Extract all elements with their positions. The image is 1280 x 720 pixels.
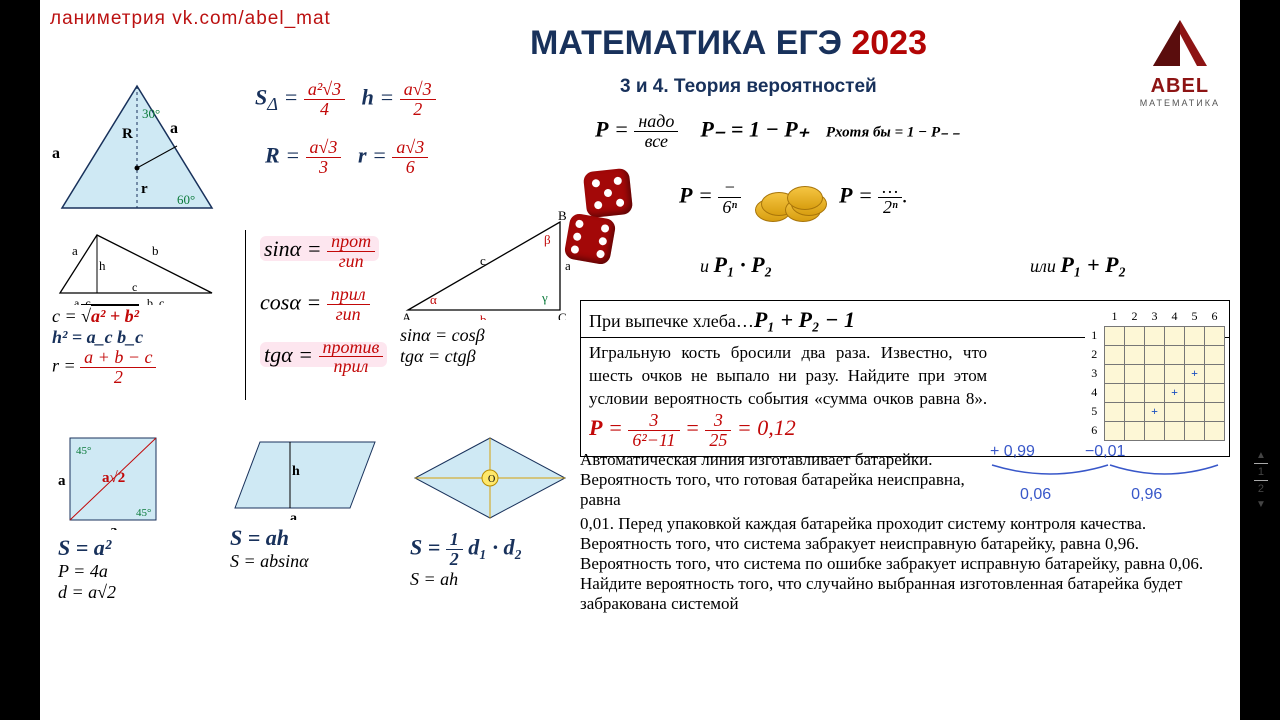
svg-text:a: a [72,243,78,258]
task1-text: Игральную кость бросили два раза. Извест… [589,342,987,450]
svg-text:b: b [480,312,487,320]
parallelogram-block: h a S = ah S = absinα [230,430,380,572]
svg-text:h: h [99,258,106,273]
sq-S: S = a² [58,535,168,561]
svg-text:A: A [402,310,412,320]
abc-triangle-icon: A C B α β γ b a c [400,210,570,320]
svg-text:a: a [290,511,297,520]
problem-2: Автоматическая линия изготавливает батар… [580,450,1230,614]
title-year: 2023 [851,24,927,62]
logo-tag: МАТЕМАТИКА [1140,98,1220,108]
task2a: Автоматическая линия изготавливает батар… [580,450,983,510]
svg-text:C: C [558,310,567,320]
p-or: или P₁ + P₂ [1030,252,1126,278]
para-S1: S = ah [230,525,380,551]
coins-icon [755,172,825,222]
eq-R-r: R = a√33 r = a√36 [265,138,428,177]
svg-text:a: a [565,258,570,273]
right-triangle-icon: a b h a_c b_c c [52,225,222,305]
parallelogram-icon: h a [230,430,380,520]
right-triangle-block: a b h a_c b_c c c = √a² + b² h² = a_c b_… [52,225,222,387]
coin-formula: P = …2ⁿ. [839,178,908,217]
r-inscribed: r = a + b − c2 [52,348,222,387]
task2b: 0,01. Перед упаковкой каждая батарейка п… [580,514,1230,614]
svg-text:γ: γ [541,290,548,305]
square-block: a a a√2 45° 45° S = a² P = 4a d = a√2 [58,430,168,603]
svg-text:a√2: a√2 [102,470,125,486]
black-bar-left [0,0,40,720]
p-and: и P₁ · P₂ [700,252,772,278]
equilateral-triangle-icon: a a a R r 30° 60° [52,78,222,218]
svg-text:c: c [480,253,486,268]
rhom-S1: S = 12 d₁ · d₂ [410,530,570,569]
rhombus-block: O S = 12 d₁ · d₂ S = ah [410,430,570,590]
h2-formula: h² = a_c b_c [52,327,222,348]
sq-d: d = a√2 [58,582,168,603]
title-text: МАТЕМАТИКА ЕГЭ [530,24,851,62]
svg-text:O: O [488,474,495,485]
dice-icon [585,170,665,224]
svg-text:45°: 45° [76,445,91,457]
svg-text:b: b [152,243,159,258]
rhombus-icon: O [410,430,570,525]
svg-text:a: a [135,213,143,218]
black-bar-right [1240,0,1280,720]
svg-text:α: α [430,292,437,307]
subtitle: 3 и 4. Теория вероятностей [620,76,877,98]
svg-text:b_c: b_c [147,296,164,305]
cos-def: cosα = прилгип [260,285,387,324]
svg-text:a: a [58,473,66,489]
square-icon: a a a√2 45° 45° [58,430,168,530]
triangle-abc: A C B α β γ b a c sinα = cosβ tgα = ctgβ [400,210,570,367]
rhom-S2: S = ah [410,569,570,590]
sq-P: P = 4a [58,561,168,582]
tg-ctg-rel: tgα = ctgβ [400,346,570,367]
probability-formulas: P = надовсе P₋ = 1 − P₊ Pхотя бы = 1 − P… [595,112,1228,151]
svg-text:45°: 45° [136,507,151,519]
svg-text:a: a [170,120,178,137]
svg-text:30°: 30° [142,106,160,121]
eq-S-triangle: SΔ = a²√34 h = a√32 [255,80,436,119]
sin-cos-rel: sinα = cosβ [400,325,570,346]
svg-text:h: h [292,464,300,479]
page: ланиметрия vk.com/abel_mat МАТЕМАТИКА ЕГ… [40,0,1240,720]
svg-text:R: R [122,126,133,142]
svg-text:B: B [558,210,567,223]
svg-text:c: c [132,280,137,294]
trig-definitions: sinα = протгип cosα = прилгип tgα = прот… [245,230,387,400]
dice-grid: 123456 1 2 3+ 4+ 5+ 6 [1085,307,1226,441]
svg-text:a: a [110,523,118,530]
svg-text:r: r [141,181,148,197]
logo-triangle-icon [1149,18,1211,70]
p-minus: P₋ = 1 − P₊ [700,116,809,141]
dice-coin-row: P = −6ⁿ P = …2ⁿ. [585,170,1228,224]
equilateral-block: a a a R r 30° 60° [52,78,222,223]
pythagoras: c = √a² + b² [52,306,222,327]
page-indicator: ▲ 12 ▼ [1254,448,1268,512]
svg-text:60°: 60° [177,192,195,207]
svg-text:a: a [52,145,60,162]
logo: ABEL МАТЕМАТИКА [1140,18,1220,108]
tg-def: tgα = противприл [260,338,387,377]
svg-text:β: β [544,232,551,247]
problem-box-1: При выпечке хлеба…P₁ + P₂ − 1 Игральную … [580,300,1230,457]
logo-name: ABEL [1140,75,1220,98]
sin-def: sinα = протгип [260,232,387,271]
p-atleast: Pхотя бы = 1 − P₋ ₋ [826,124,960,140]
main-title: МАТЕМАТИКА ЕГЭ 2023 [530,24,927,63]
para-S2: S = absinα [230,551,380,572]
dice-formula: P = −6ⁿ [679,178,741,217]
